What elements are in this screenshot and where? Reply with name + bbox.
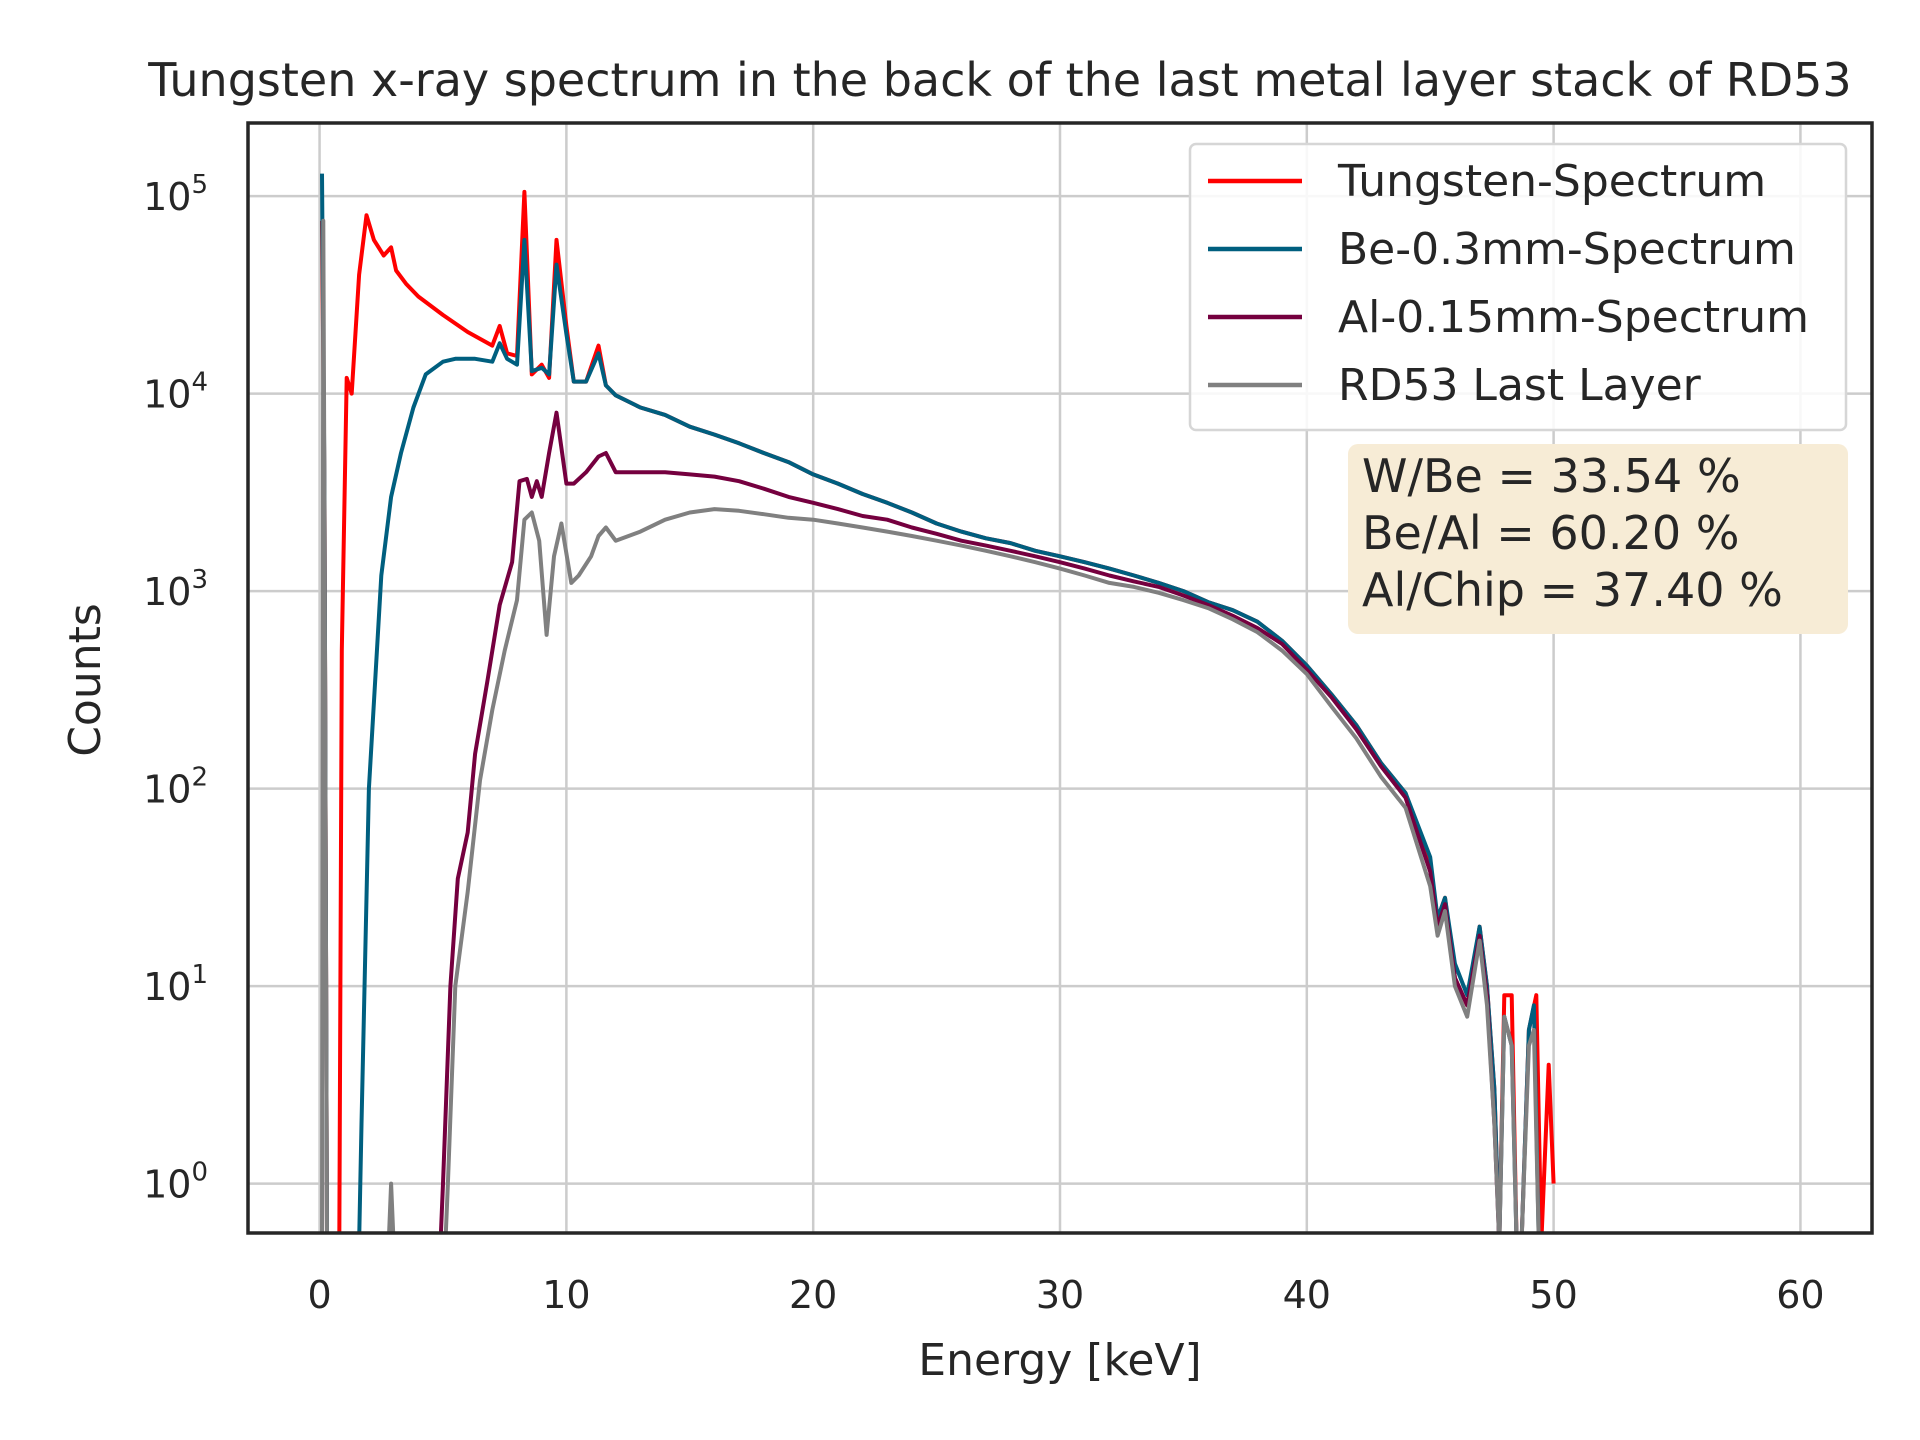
series-layer: [320, 173, 1556, 1233]
x-tick-label: 10: [542, 1273, 590, 1317]
annotation-line: Al/Chip = 37.40 %: [1362, 563, 1783, 617]
annotation-line: W/Be = 33.54 %: [1362, 449, 1741, 503]
legend: Tungsten-Spectrum Be-0.3mm-Spectrum Al-0.1…: [1188, 142, 1848, 432]
y-tick-label: 103: [143, 565, 208, 614]
series-line-3: [320, 218, 1541, 1233]
y-tick-label: 101: [143, 960, 208, 1009]
x-axis-label: Energy [keV]: [918, 1335, 1201, 1386]
legend-label: Be-0.3mm-Spectrum: [1338, 224, 1796, 275]
y-axis-label: Counts: [60, 603, 111, 757]
series-line-2: [438, 410, 1501, 1233]
legend-box: [1188, 142, 1848, 432]
legend-label: Tungsten-Spectrum: [1337, 156, 1766, 207]
y-tick-label: 104: [143, 368, 208, 417]
x-tick-label: 40: [1283, 1273, 1331, 1317]
x-tick-label: 30: [1036, 1273, 1084, 1317]
annotation-box: [1348, 444, 1848, 634]
x-tick-label: 0: [307, 1273, 331, 1317]
annotation-line: Be/Al = 60.20 %: [1362, 506, 1739, 560]
legend-label: Al-0.15mm-Spectrum: [1338, 292, 1809, 343]
y-tick-label: 105: [143, 170, 208, 219]
legend-label: RD53 Last Layer: [1338, 360, 1702, 411]
x-tick-label: 20: [789, 1273, 837, 1317]
x-tick-labels: 0 10 20 30 40 50 60: [307, 1273, 1824, 1317]
x-tick-label: 60: [1776, 1273, 1824, 1317]
y-tick-label: 102: [143, 763, 208, 812]
plot-frame: [246, 121, 1874, 1235]
y-tick-labels: 100 101 102 103 104 105: [143, 170, 208, 1207]
x-tick-label: 50: [1529, 1273, 1577, 1317]
chart-title: Tungsten x-ray spectrum in the back of t…: [147, 53, 1851, 107]
ratio-annotation: W/Be = 33.54 % Be/Al = 60.20 % Al/Chip =…: [1348, 444, 1848, 634]
y-tick-label: 100: [143, 1158, 208, 1207]
